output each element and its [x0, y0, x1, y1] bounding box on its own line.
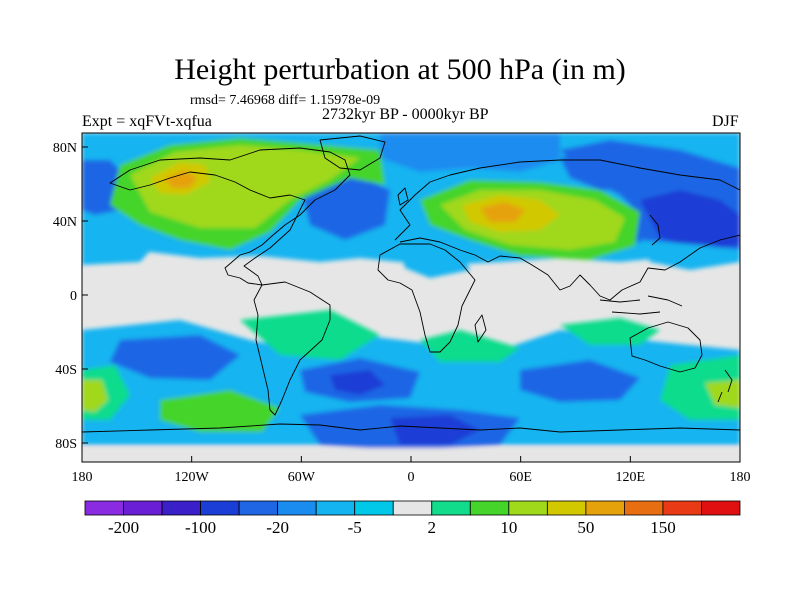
colorbar-swatch [469, 500, 510, 516]
colorbar-swatch [123, 500, 163, 516]
lat-tick-label: 80N [53, 141, 77, 156]
colorbar-swatch [200, 500, 240, 516]
field-blue-south-indian [520, 360, 640, 402]
colorbar-swatch [508, 500, 548, 516]
lat-tick-label: 0 [70, 289, 77, 304]
colorbar-swatch [431, 500, 471, 516]
lon-axis: 180 120W 60W 0 60E 120E 180 [72, 456, 751, 485]
colorbar-label: 2 [428, 518, 437, 537]
field-cyan-tropical-pacific [82, 238, 160, 265]
colorbar-swatch [354, 500, 394, 516]
colorbar-label: 150 [650, 518, 676, 537]
stats-line: rmsd= 7.46968 diff= 1.15978e-09 [190, 93, 381, 108]
field-green-s-indian [560, 318, 660, 345]
field-green-s-pacific [240, 310, 380, 360]
colorbar-swatch [238, 500, 279, 516]
map-title: Height perturbation at 500 hPa (in m) [174, 53, 626, 86]
coast-antarctica [82, 423, 740, 433]
colorbar-swatch [277, 500, 317, 516]
coast-indonesia [599, 295, 683, 315]
lon-tick-label: 0 [408, 470, 415, 485]
colorbar-swatch [701, 500, 741, 516]
field-green-s-atlantic [420, 330, 520, 362]
field-darkblue-nw-pacific [640, 190, 740, 250]
coast-eurasia [394, 159, 740, 301]
field-cyan-arabia [400, 250, 470, 278]
colorbar-label: 10 [500, 518, 517, 537]
field-darkblue-antarctic [390, 415, 480, 445]
field-green-s-pacific-high [160, 390, 280, 432]
field-blue-south-pacific-west [110, 335, 240, 380]
colorbar-swatch [84, 500, 124, 516]
coast-north-america [109, 147, 351, 286]
coastlines [82, 135, 740, 433]
map-panel [82, 133, 740, 462]
coast-australia [629, 321, 703, 373]
lon-tick-label: 180 [730, 470, 751, 485]
field-yellowgreen-far-west-south [82, 380, 108, 412]
coast-greenland [319, 135, 386, 171]
field-darkblue-south-atlantic [330, 370, 385, 395]
colorbar: -200 -100 -20 -5 2 10 50 150 [84, 500, 741, 537]
coast-south-america [253, 281, 331, 416]
lon-tick-label: 60W [288, 470, 316, 485]
colorbar-swatch [546, 500, 587, 516]
colorbar-swatch [585, 500, 625, 516]
coast-uk [397, 187, 409, 206]
lon-tick-label: 180 [72, 470, 93, 485]
lon-tick-label: 120W [175, 470, 210, 485]
field-blue-central-asia [560, 148, 640, 190]
lat-tick-label: 80S [55, 437, 77, 452]
experiment-label: Expt = xqFVt-xqfua [82, 113, 212, 130]
field-orange-alaska [165, 170, 197, 188]
field-orange-eurasia [480, 202, 525, 222]
lon-tick-label: 120E [616, 470, 646, 485]
colorbar-swatch [161, 500, 201, 516]
colorbar-label: 50 [577, 518, 594, 537]
colorbar-label: -100 [185, 518, 216, 537]
colorbar-label: -5 [348, 518, 362, 537]
field-blue-arctic [380, 133, 560, 172]
colorbar-label: -200 [108, 518, 139, 537]
period-label: 2732kyr BP - 0000kyr BP [322, 106, 489, 123]
coast-africa [377, 243, 476, 353]
coast-japan [649, 214, 661, 246]
coast-new-zealand [717, 369, 733, 403]
field-yellowgreen-far-east-south [705, 380, 740, 408]
lat-tick-label: 40S [55, 363, 77, 378]
field-south-pole-neutral [82, 448, 740, 462]
colorbar-swatch [662, 500, 702, 516]
colorbar-swatch [624, 500, 664, 516]
colorbar-label: -20 [266, 518, 289, 537]
colorbar-swatch [315, 500, 356, 516]
colorbar-swatch [392, 500, 433, 516]
season-label: DJF [712, 113, 739, 130]
coast-madagascar [474, 314, 487, 343]
lat-axis: 80N 40N 0 40S 80S [53, 141, 88, 452]
lat-tick-label: 40N [53, 215, 77, 230]
lon-tick-label: 60E [509, 470, 532, 485]
